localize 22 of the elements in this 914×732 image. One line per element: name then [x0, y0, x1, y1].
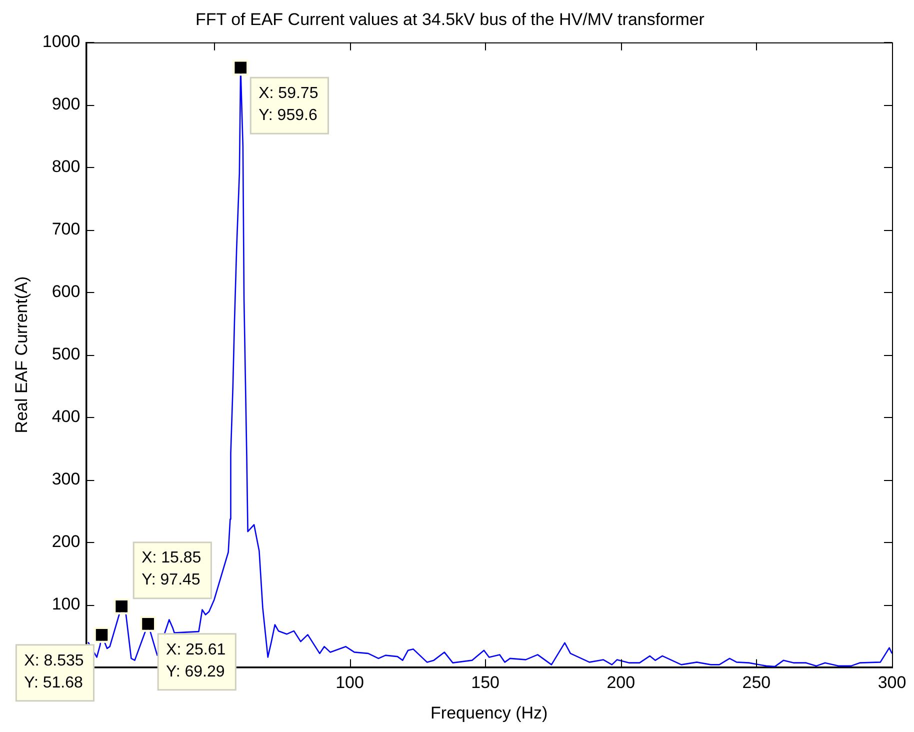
- y-tick-label: 500: [52, 344, 80, 364]
- y-tick-label: 100: [52, 594, 80, 614]
- y-tick-label: 400: [52, 406, 80, 426]
- annotation: X: 8.535 Y: 51.68: [24, 652, 84, 692]
- x-tick-label: 250: [742, 673, 771, 692]
- annotation: X: 59.75 Y: 959.6: [258, 85, 318, 124]
- y-tick-label: 300: [52, 469, 80, 488]
- annotation: X: 15.85 Y: 97.45: [142, 550, 202, 589]
- y-tick-label: 600: [52, 282, 80, 302]
- y-tick-label: 700: [52, 220, 80, 239]
- y-tick-label: 200: [52, 532, 80, 551]
- chart-title: FFT of EAF Current values at 34.5kV bus of the HV/MV transformer: [196, 10, 705, 29]
- x-tick-label: 150: [471, 673, 500, 692]
- y-tick-label: 1000: [42, 32, 80, 52]
- x-axis-title: Frequency (Hz): [430, 703, 548, 722]
- annotation: X: 25.61 Y: 69.29: [166, 641, 226, 680]
- y-axis-title: Real EAF Current(A): [12, 276, 31, 434]
- y-tick-label: 900: [52, 94, 80, 114]
- x-tick-label: 200: [606, 673, 636, 692]
- x-tick-label: 300: [878, 673, 906, 692]
- y-tick-label: 800: [52, 157, 80, 176]
- x-tick-label: 100: [336, 673, 364, 692]
